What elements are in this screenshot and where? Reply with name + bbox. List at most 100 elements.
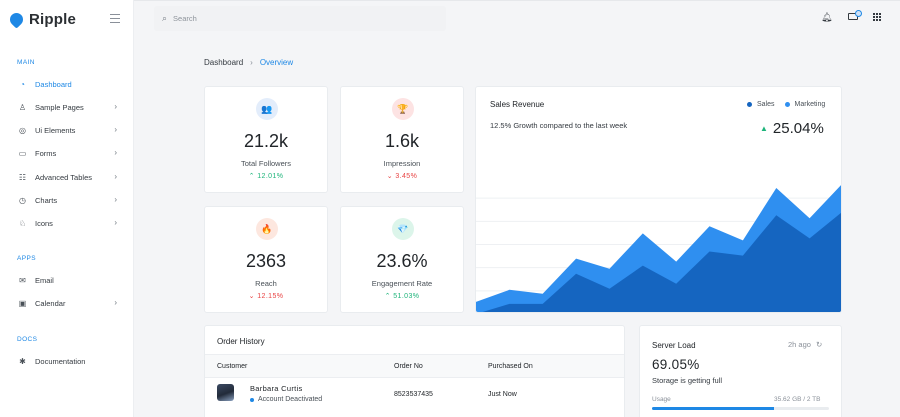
section-label-docs: DOCS xyxy=(17,336,38,343)
table-row[interactable]: Barbara Curtis Account Deactivated 85235… xyxy=(205,378,624,414)
usage-value: 35.62 GB / 2 TB xyxy=(774,396,821,403)
stat-label: Engagement Rate xyxy=(371,279,433,288)
sidebar-item-label: Forms xyxy=(35,148,57,158)
legend-item-marketing[interactable]: Marketing xyxy=(784,101,826,108)
chevron-right-icon: › xyxy=(114,125,117,134)
brand[interactable]: Ripple xyxy=(7,9,77,29)
legend-dot-icon xyxy=(784,102,790,107)
order-history-card: Order History Customer Order No Purchase… xyxy=(204,325,625,417)
server-load-subtitle: Storage is getting full xyxy=(652,376,723,385)
dashboard-icon: ◔ xyxy=(20,79,25,89)
sidebar-item-label: Documentation xyxy=(35,356,86,366)
sales-revenue-title: Sales Revenue xyxy=(490,100,545,109)
table-icon: ☷ xyxy=(18,172,27,182)
usage-progress-bar xyxy=(652,407,829,410)
legend-item-sales[interactable]: Sales xyxy=(747,101,775,108)
sidebar-item-charts[interactable]: ◷ Charts › xyxy=(17,193,117,207)
stat-change: ⌄ 3.45% xyxy=(341,172,463,180)
refresh-icon[interactable]: ↻ xyxy=(815,340,823,349)
stat-label: Impression xyxy=(383,159,421,168)
usage-progress-fill xyxy=(652,407,775,410)
brand-name: Ripple xyxy=(29,10,77,28)
search-bar[interactable]: ⌕ xyxy=(154,6,446,31)
bell-icon[interactable]: 🔔︎ xyxy=(821,12,833,22)
column-purchased-on: Purchased On xyxy=(488,363,533,370)
chevron-right-icon: › xyxy=(114,298,117,307)
search-icon: ⌕ xyxy=(162,13,168,23)
top-border xyxy=(0,0,900,1)
sidebar-item-ui-elements[interactable]: ◎ Ui Elements › xyxy=(17,123,117,137)
target-icon: ◎ xyxy=(19,125,26,135)
sidebar-item-label: Icons xyxy=(35,218,53,228)
stat-value: 1.6k xyxy=(384,131,420,151)
chart-pie-icon: ◷ xyxy=(19,195,26,205)
sidebar: Ripple MAIN ◔ Dashboard ♙ Sample Pages › ◎ Ui E… xyxy=(0,0,134,417)
sales-revenue-chart xyxy=(476,185,841,312)
stat-change: ⌃ 12.01% xyxy=(205,172,327,180)
email-icon: ✉ xyxy=(19,275,26,285)
chevron-right-icon: › xyxy=(114,172,117,181)
chat-icon[interactable] xyxy=(846,10,862,24)
stat-value: 21.2k xyxy=(243,131,289,151)
sidebar-item-label: Sample Pages xyxy=(35,102,84,112)
breadcrumb-separator: › xyxy=(250,58,253,67)
purchased-on: Just Now xyxy=(488,391,517,398)
sidebar-item-email[interactable]: ✉ Email xyxy=(17,273,117,287)
area-series-sales xyxy=(482,212,841,312)
section-label-main: MAIN xyxy=(17,59,35,66)
customer-name: Barbara Curtis xyxy=(250,384,303,393)
sidebar-item-label: Email xyxy=(35,275,54,285)
sidebar-item-calendar[interactable]: ▣ Calendar › xyxy=(17,296,117,310)
chevron-right-icon: › xyxy=(114,218,117,227)
chevron-right-icon: › xyxy=(114,102,117,111)
chart-legend: Sales Marketing xyxy=(747,101,825,108)
arrow-up-icon: ⌃ xyxy=(384,293,394,300)
stat-change-value: 51.03% xyxy=(393,293,420,300)
chevron-right-icon: › xyxy=(114,148,117,157)
server-load-time: 2h ago ↻ xyxy=(788,340,822,349)
form-icon: ▭ xyxy=(18,148,27,158)
customer-status-text: Account Deactivated xyxy=(258,396,323,403)
sidebar-item-icons[interactable]: ♘ Icons › xyxy=(17,216,117,230)
breadcrumb-home[interactable]: Dashboard xyxy=(204,58,244,67)
column-customer: Customer xyxy=(217,363,248,370)
apps-grid-icon[interactable] xyxy=(873,13,881,21)
stat-change-value: 12.01% xyxy=(257,173,284,180)
stat-change-value: 3.45% xyxy=(395,173,418,180)
sidebar-item-label: Ui Elements xyxy=(35,125,76,135)
breadcrumb-current: Overview xyxy=(259,58,294,67)
order-history-title: Order History xyxy=(217,337,265,346)
customer-status: Account Deactivated xyxy=(250,396,322,403)
column-order-no: Order No xyxy=(394,363,423,370)
status-dot-icon xyxy=(250,397,254,402)
sidebar-item-label: Advanced Tables xyxy=(35,172,92,182)
sidebar-item-documentation[interactable]: ✱ Documentation xyxy=(17,354,117,368)
legend-label: Marketing xyxy=(794,101,826,108)
trophy-icon: 🏆 xyxy=(392,98,414,120)
arrow-down-icon: ⌄ xyxy=(248,293,258,300)
asterisk-icon: ✱ xyxy=(19,356,26,366)
hamburger-menu-icon[interactable] xyxy=(110,14,120,23)
section-label-apps: APPS xyxy=(17,255,36,262)
stat-change-value: 12.15% xyxy=(257,293,284,300)
sidebar-item-dashboard[interactable]: ◔ Dashboard xyxy=(17,77,117,91)
stat-value: 2363 xyxy=(245,251,287,271)
sidebar-item-advanced-tables[interactable]: ☷ Advanced Tables › xyxy=(17,170,117,184)
server-load-percent: 69.05% xyxy=(652,357,700,372)
growth-subtitle: 12.5% Growth compared to the last week xyxy=(490,121,628,130)
stat-change: ⌄ 12.15% xyxy=(205,292,327,300)
users-icon: 👥 xyxy=(256,98,278,120)
sidebar-item-label: Dashboard xyxy=(35,79,72,89)
trend-up-icon: ▲ xyxy=(760,124,768,133)
avatar xyxy=(217,384,234,401)
growth-percent: 25.04% xyxy=(772,120,824,137)
server-load-title: Server Load xyxy=(652,341,696,350)
stat-label: Total Followers xyxy=(240,159,292,168)
diamond-icon: 💎 xyxy=(392,218,414,240)
stat-card-total-followers: 👥 21.2k Total Followers ⌃ 12.01% xyxy=(204,86,328,193)
sidebar-item-forms[interactable]: ▭ Forms › xyxy=(17,146,117,160)
flame-icon: 🔥 xyxy=(256,218,278,240)
sidebar-item-sample-pages[interactable]: ♙ Sample Pages › xyxy=(17,100,117,114)
server-load-card: Server Load 2h ago ↻ 69.05% Storage is g… xyxy=(639,325,842,417)
search-input[interactable] xyxy=(173,14,424,23)
